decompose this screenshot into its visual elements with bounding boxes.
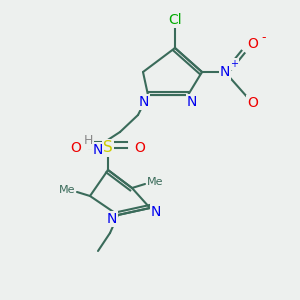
- Text: O: O: [70, 141, 81, 155]
- Text: N: N: [107, 212, 117, 226]
- Text: O: O: [135, 141, 146, 155]
- Text: N: N: [220, 65, 230, 79]
- Text: +: +: [230, 59, 238, 69]
- Text: -: -: [262, 32, 266, 44]
- Text: N: N: [151, 205, 161, 219]
- Text: O: O: [248, 96, 258, 110]
- Text: N: N: [187, 95, 197, 109]
- Text: Me: Me: [59, 185, 75, 195]
- Text: N: N: [139, 95, 149, 109]
- Text: H: H: [83, 134, 93, 148]
- Text: Cl: Cl: [168, 13, 182, 27]
- Text: O: O: [248, 37, 258, 51]
- Text: N: N: [93, 143, 103, 157]
- Text: Me: Me: [147, 177, 163, 187]
- Text: S: S: [103, 140, 113, 155]
